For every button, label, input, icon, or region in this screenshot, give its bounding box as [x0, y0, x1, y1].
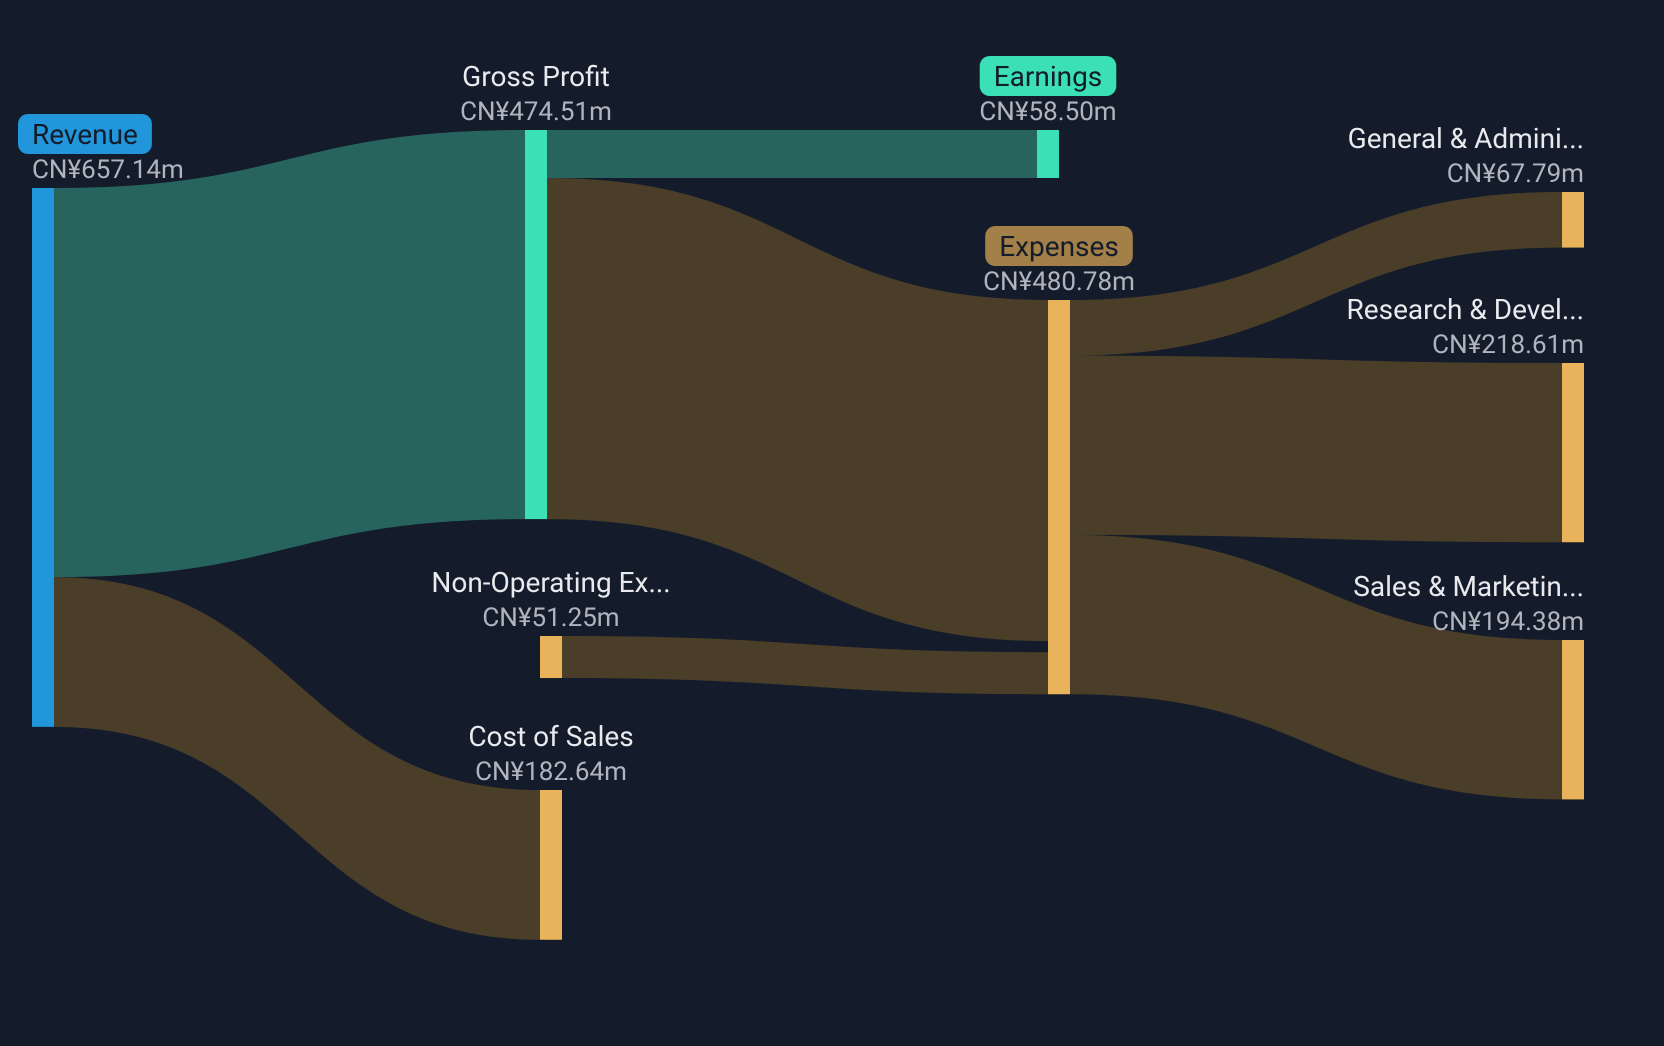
label-expenses: Expenses — [999, 230, 1119, 263]
value-revenue: CN¥657.14m — [32, 155, 184, 185]
label-ga: General & Admini... — [1348, 122, 1584, 155]
label-revenue: Revenue — [32, 118, 138, 151]
value-ga: CN¥67.79m — [1447, 159, 1584, 189]
label-non_op_ex: Non-Operating Ex... — [431, 566, 670, 599]
sankey-links — [54, 130, 1562, 940]
label-sm: Sales & Marketin... — [1353, 570, 1584, 603]
node-sm[interactable] — [1562, 640, 1584, 799]
link-revenue-gross_profit — [54, 130, 525, 577]
link-expenses-rd — [1070, 356, 1562, 543]
link-gross_profit-earnings — [547, 130, 1037, 178]
sankey-chart: Revenue CN¥657.14m Gross Profit CN¥474.51m N… — [0, 0, 1664, 1046]
link-revenue-cost_of_sales — [54, 577, 540, 940]
node-earnings[interactable] — [1037, 130, 1059, 178]
label-rd: Research & Devel... — [1347, 293, 1584, 326]
node-revenue[interactable] — [32, 188, 54, 727]
value-non_op_ex: CN¥51.25m — [482, 603, 619, 633]
node-expenses[interactable] — [1048, 300, 1070, 694]
label-cost_of_sales: Cost of Sales — [468, 720, 633, 753]
node-gross_profit[interactable] — [525, 130, 547, 519]
value-earnings: CN¥58.50m — [979, 97, 1116, 127]
value-expenses: CN¥480.78m — [983, 267, 1135, 297]
label-earnings: Earnings — [994, 60, 1103, 93]
node-rd[interactable] — [1562, 363, 1584, 542]
value-sm: CN¥194.38m — [1432, 607, 1584, 637]
value-cost_of_sales: CN¥182.64m — [475, 757, 627, 787]
value-rd: CN¥218.61m — [1432, 330, 1584, 360]
node-ga[interactable] — [1562, 192, 1584, 248]
node-cost_of_sales[interactable] — [540, 790, 562, 940]
node-non_op_ex[interactable] — [540, 636, 562, 678]
value-gross_profit: CN¥474.51m — [460, 97, 612, 127]
label-gross_profit: Gross Profit — [462, 60, 610, 93]
link-non_op_ex-expenses — [562, 636, 1048, 694]
